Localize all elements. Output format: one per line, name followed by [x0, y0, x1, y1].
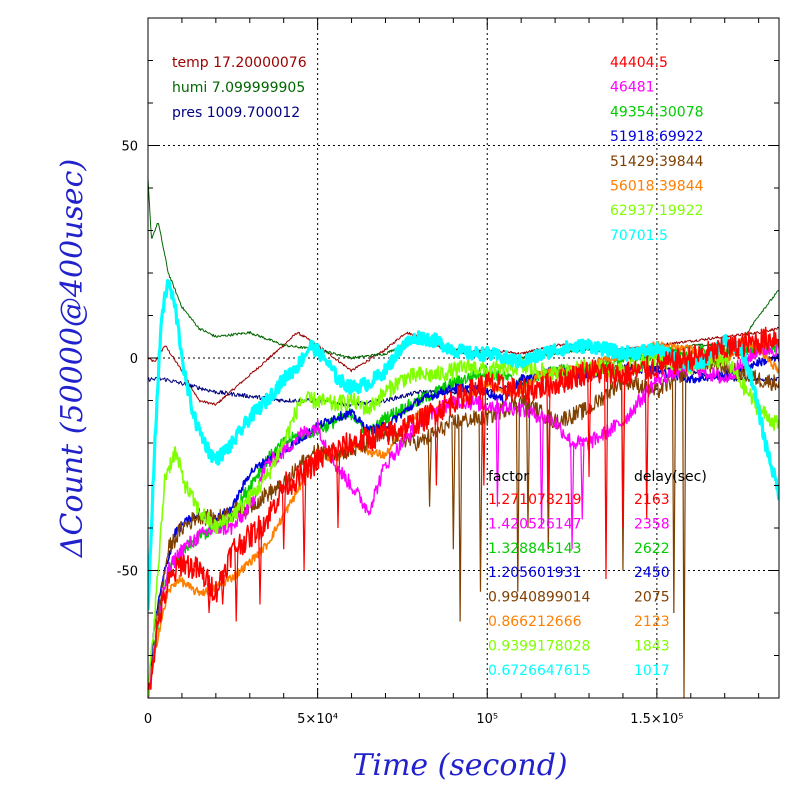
series-layer [148, 178, 779, 698]
series-name: 62937.19922 [610, 203, 704, 219]
series-line [148, 338, 779, 698]
factor-value: 1.420526147 [488, 516, 582, 532]
series-line [148, 326, 779, 690]
factor-value: 0.9940899014 [488, 590, 591, 606]
delay-header: delay(sec) [634, 469, 707, 485]
series-name: 56018.39844 [610, 179, 704, 195]
series-spike [620, 374, 626, 529]
factor-value: 0.9399178028 [488, 638, 590, 654]
series-spike [207, 583, 212, 614]
env-label: humi 7.099999905 [172, 80, 305, 96]
series-group [148, 178, 779, 698]
ticks: -50 0 50 0 5×10⁴ 10⁵ 1.5×10⁵ [117, 17, 779, 727]
series-name: 44404.5 [610, 55, 668, 71]
y-tick-label: 0 [130, 352, 138, 367]
delay-value: 2123 [634, 614, 670, 630]
delay-value: 2358 [634, 516, 670, 532]
delay-value: 2622 [634, 541, 670, 557]
series-spike [526, 404, 531, 529]
series-spike [587, 370, 592, 478]
delay-value: 1017 [634, 663, 670, 679]
series-spike [234, 546, 239, 622]
x-tick-label: 1.5×10⁵ [630, 712, 683, 727]
factor-table: factor delay(sec) 1.271078219 2163 1.42052… [488, 469, 707, 679]
env-labels: temp 17.20000076 humi 7.099999905 pres 100… [172, 55, 307, 121]
series-spike [257, 526, 263, 605]
series-line [148, 326, 779, 406]
series-line [148, 357, 779, 697]
series-spike [570, 442, 575, 550]
series-spike [682, 371, 687, 698]
factor-value: 1.205601931 [488, 565, 582, 581]
series-name: 46481 [610, 80, 655, 96]
series-spike [302, 473, 307, 571]
series-name: 51918.69922 [610, 129, 704, 145]
x-tick-label: 10⁵ [476, 712, 498, 727]
series-spike [515, 402, 521, 592]
series-spike [478, 418, 483, 592]
series-names: 44404.5 46481 49354.30078 51918.69922 51429.… [610, 55, 704, 244]
series-spike [671, 379, 677, 614]
x-tick-label: 5×10⁴ [297, 712, 338, 727]
series-spike [427, 436, 432, 507]
factor-value: 1.328845143 [488, 541, 582, 557]
delay-value: 2450 [634, 565, 670, 581]
series-name: 51429.39844 [610, 154, 704, 170]
series-spike [481, 385, 487, 486]
env-label: temp 17.20000076 [172, 55, 307, 71]
x-tick-label: 0 [144, 712, 152, 727]
series-spike [580, 442, 585, 520]
y-axis-title: ΔCount (50000@400usec) [55, 159, 90, 558]
factor-value: 0.866212666 [488, 614, 582, 630]
y-tick-label: -50 [117, 565, 138, 580]
series-spike [644, 369, 649, 520]
factor-value: 1.271078219 [488, 492, 582, 508]
env-label: pres 1009.700012 [172, 105, 300, 121]
series-spike [458, 420, 463, 622]
series-spike [451, 421, 456, 550]
series-spike [220, 574, 225, 605]
series-spike [546, 385, 551, 495]
series-spike [434, 411, 439, 486]
y-tick-label: 50 [121, 140, 138, 155]
series-name: 49354.30078 [610, 104, 704, 120]
series-spike [539, 416, 544, 529]
series-spike [604, 372, 609, 580]
series-name: 70701.5 [610, 228, 668, 244]
x-axis-title: Time (second) [352, 748, 567, 783]
delay-value: 2075 [634, 590, 670, 606]
series-spike [336, 449, 341, 529]
series-spike [281, 485, 286, 550]
factor-value: 0.6726647615 [488, 663, 590, 679]
delay-value: 2163 [634, 492, 670, 508]
series-spike [495, 406, 500, 507]
factor-header: factor [488, 469, 529, 485]
delay-value: 1843 [634, 638, 670, 654]
